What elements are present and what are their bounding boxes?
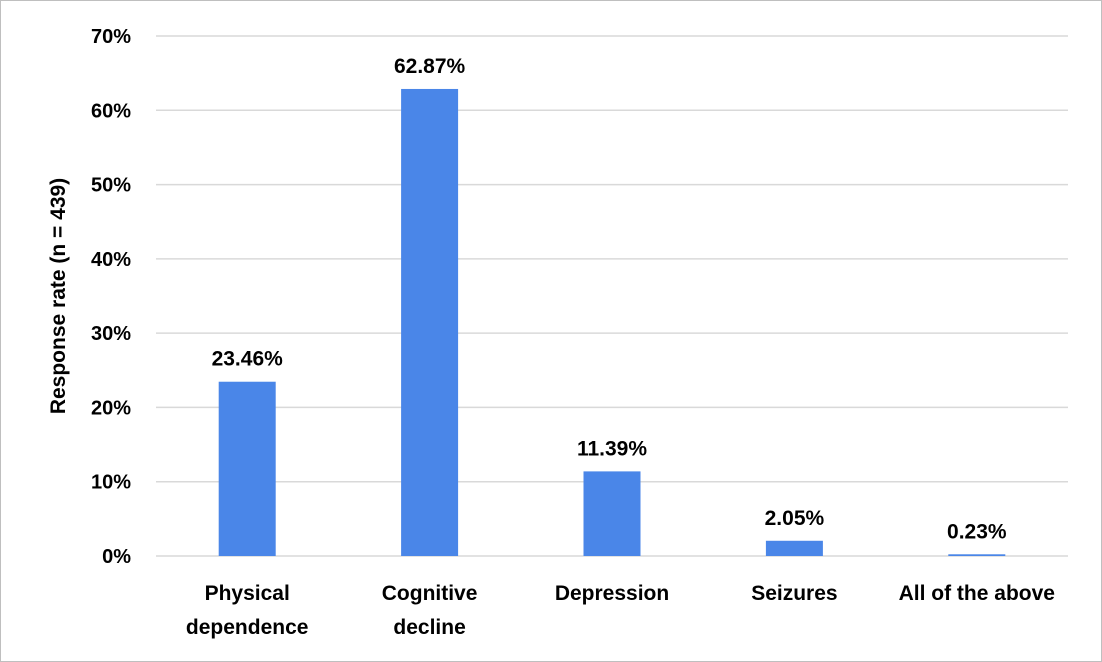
y-tick-label: 40% xyxy=(91,249,131,271)
bar xyxy=(948,554,1006,556)
data-label: 23.46% xyxy=(212,348,284,371)
x-category-label: Cognitive decline xyxy=(382,582,478,639)
y-tick-label: 10% xyxy=(91,472,131,494)
y-tick-label: 50% xyxy=(91,175,131,197)
data-label: 62.87% xyxy=(394,55,466,78)
y-tick-label: 20% xyxy=(91,397,131,419)
x-category-label: Seizures xyxy=(751,582,837,605)
y-tick-label: 30% xyxy=(91,323,131,345)
y-axis-tick-labels: 0% 10% 20% 30% 40% 50% 60% 70% xyxy=(91,26,131,568)
x-category-label: Depression xyxy=(555,582,669,605)
bar xyxy=(218,381,276,556)
bars xyxy=(218,88,1006,557)
data-labels: 23.46% 62.87% 11.39% 2.05% 0.23% xyxy=(212,55,1007,543)
bar xyxy=(765,540,823,556)
x-category-label: Physical dependence xyxy=(186,582,309,639)
bar xyxy=(401,88,459,557)
bar xyxy=(583,471,641,556)
y-tick-label: 60% xyxy=(91,100,131,122)
data-label: 2.05% xyxy=(765,507,825,530)
data-label: 0.23% xyxy=(947,520,1007,543)
x-axis-category-labels: Physical dependence Cognitive decline Depres… xyxy=(186,582,1055,639)
y-axis-title: Response rate (n = 439) xyxy=(47,178,70,414)
y-tick-label: 0% xyxy=(102,546,131,568)
x-category-label: All of the above xyxy=(899,582,1055,605)
data-label: 11.39% xyxy=(577,437,647,460)
gridlines xyxy=(156,35,1068,557)
y-tick-label: 70% xyxy=(91,26,131,48)
